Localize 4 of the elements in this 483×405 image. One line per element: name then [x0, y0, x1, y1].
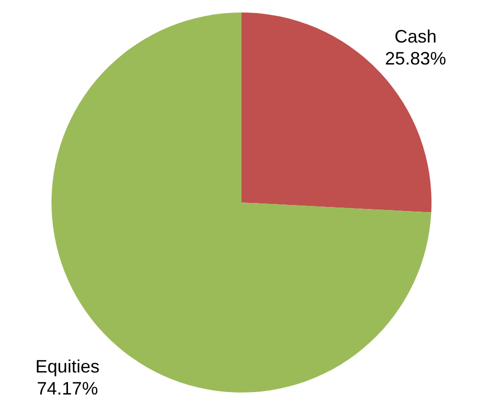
data-label: 74.17% [36, 378, 98, 399]
slice-label: Equities [35, 356, 100, 377]
data-label: 25.83% [385, 48, 446, 68]
slice-label: Cash [394, 26, 437, 46]
